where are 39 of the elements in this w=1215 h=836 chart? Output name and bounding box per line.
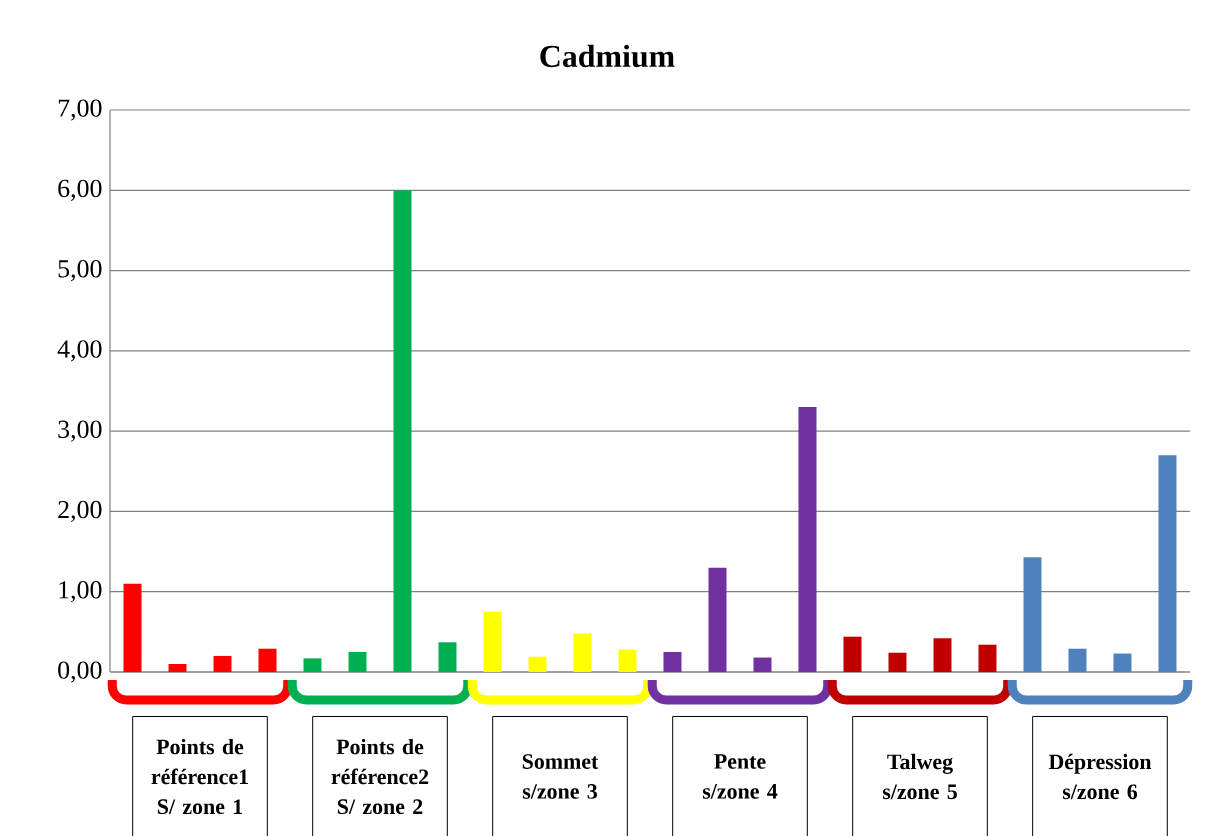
bar xyxy=(798,407,817,672)
bar xyxy=(303,658,322,672)
bar xyxy=(528,656,547,672)
bar xyxy=(978,644,997,672)
y-tick-label: 5,00 xyxy=(58,259,102,282)
y-tick-label: 2,00 xyxy=(58,500,102,523)
bar xyxy=(1158,455,1177,672)
y-tick-label: 3,00 xyxy=(58,420,102,442)
text: Talweg s/zone 5 xyxy=(882,753,957,800)
bar xyxy=(888,652,907,672)
y-tick-label: 1,00 xyxy=(59,581,102,603)
bar xyxy=(123,583,142,672)
y-tick-label: 6,00 xyxy=(58,179,102,201)
bar xyxy=(483,611,502,672)
chart-title: Cadmium xyxy=(540,44,675,68)
text: Dépression s/zone 6 xyxy=(1048,753,1152,800)
bar xyxy=(708,567,727,672)
bar xyxy=(213,655,232,672)
bar xyxy=(843,636,862,672)
bar xyxy=(438,642,457,672)
bar xyxy=(258,648,277,672)
bar xyxy=(1068,648,1087,672)
bar xyxy=(348,651,367,672)
text: Points de référence1 S/ zone 1 xyxy=(151,738,248,815)
y-tick-label: 0,00 xyxy=(58,661,102,683)
bar xyxy=(168,663,187,672)
bar xyxy=(1023,557,1042,672)
bar xyxy=(573,633,592,672)
bar xyxy=(663,651,682,672)
bar xyxy=(753,657,772,672)
y-tick-label: 7,00 xyxy=(58,99,102,121)
text: Points de référence2 S/ zone 2 xyxy=(331,738,429,815)
bar xyxy=(618,649,637,672)
bar xyxy=(1113,653,1132,672)
bar xyxy=(933,638,952,672)
y-tick-label: 4,00 xyxy=(57,340,102,362)
text: Sommet s/zone 3 xyxy=(522,754,599,799)
bar xyxy=(393,190,412,672)
text: Pente s/zone 4 xyxy=(702,754,778,799)
